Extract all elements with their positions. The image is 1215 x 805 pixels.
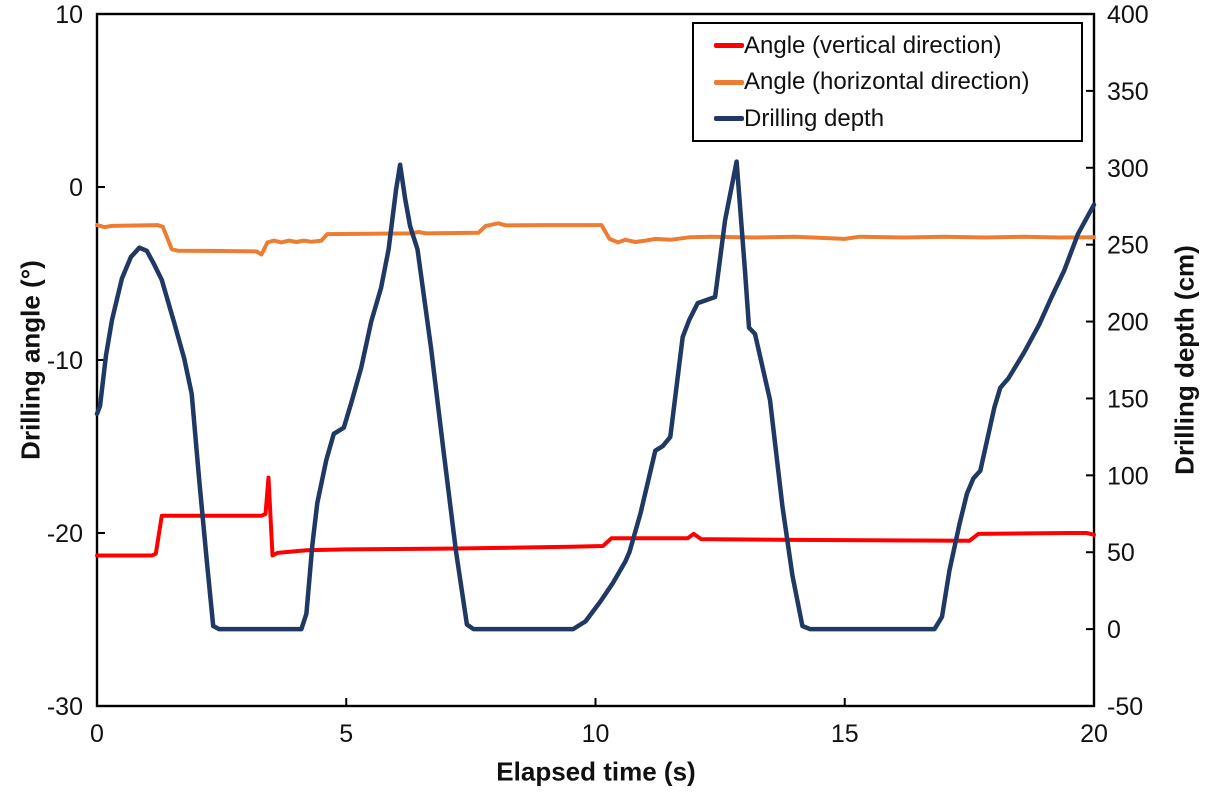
legend-item: Drilling depth [714,102,1081,136]
y-right-tick-label: 350 [1107,78,1149,106]
series-line-angle-horizontal [95,221,1096,257]
x-axis-title: Elapsed time (s) [496,756,696,787]
legend-swatch-angle-vertical [714,43,744,48]
legend-label: Angle (vertical direction) [744,31,1002,59]
legend-label: Drilling depth [744,104,885,132]
x-tick-label: 10 [582,720,610,748]
y-right-tick-label: 150 [1107,385,1149,413]
y-right-tick-label: 100 [1107,462,1149,490]
y-left-tick-label: -20 [47,520,83,548]
legend: Angle (vertical direction) Angle (horizo… [692,22,1083,142]
y-right-tick-label: 0 [1107,616,1121,644]
y-axis-left-title: Drilling angle (°) [15,260,46,460]
y-right-tick-label: 250 [1107,232,1149,260]
series-line-drilling-depth [94,159,1097,632]
x-tick-label: 0 [90,720,104,748]
legend-swatch-angle-horizontal [714,79,744,85]
legend-swatch-drilling-depth [714,116,744,121]
y-left-tick-label: -10 [47,347,83,375]
y-right-tick-label: 200 [1107,309,1149,337]
x-tick-label: 5 [339,720,353,748]
x-tick-label: 15 [831,720,859,748]
y-right-tick-label: -50 [1107,693,1143,721]
y-axis-right-title: Drilling depth (cm) [1169,245,1200,475]
x-tick-label: 20 [1080,720,1108,748]
legend-item: Angle (vertical direction) [714,29,1081,63]
y-left-tick-label: -30 [47,693,83,721]
legend-label: Angle (horizontal direction) [744,68,1030,95]
y-right-tick-label: 50 [1107,539,1135,567]
y-left-tick-label: 10 [55,1,83,29]
legend-item: Angle (horizontal direction) [714,65,1081,99]
series-line-angle-vertical [95,475,1096,558]
y-right-tick-label: 300 [1107,155,1149,183]
y-left-tick-label: 0 [69,174,83,202]
y-right-tick-label: 400 [1107,1,1149,29]
